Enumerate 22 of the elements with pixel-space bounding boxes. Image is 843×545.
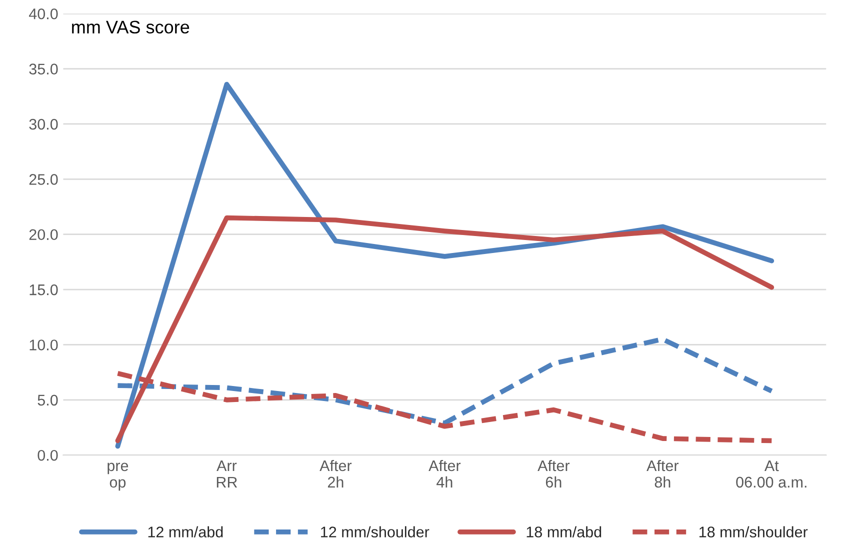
legend-label: 18 mm/shoulder: [699, 526, 808, 538]
y-tick-label: 40.0: [28, 8, 58, 20]
legend-label: 12 mm/abd: [148, 526, 223, 538]
legend-label: 12 mm/shoulder: [321, 526, 430, 538]
x-tick-label: After 8h: [646, 460, 679, 488]
y-tick-label: 20.0: [29, 229, 58, 240]
x-tick-label: After 6h: [538, 460, 570, 488]
y-tick-label: 15.0: [30, 284, 58, 296]
x-tick-label: After 2h: [320, 460, 352, 488]
line-series: [115, 215, 774, 444]
x-tick-label: Arr RR: [216, 460, 238, 488]
y-tick-label: 0.0: [38, 450, 58, 461]
y-tick-label: 10.0: [30, 340, 58, 350]
legend-label: 18 mm/abd: [526, 526, 602, 538]
y-tick-label: 30.0: [29, 118, 58, 130]
y-axis-title: mm VAS score: [72, 20, 190, 34]
x-tick-label: pre op: [108, 462, 128, 491]
x-tick-label: At 06.00 a.m.: [736, 460, 806, 488]
x-tick-label: After 4h: [428, 460, 461, 488]
y-tick-label: 25.0: [29, 174, 58, 185]
y-tick-label: 35.0: [29, 64, 58, 74]
y-tick-label: 5.0: [38, 394, 58, 406]
